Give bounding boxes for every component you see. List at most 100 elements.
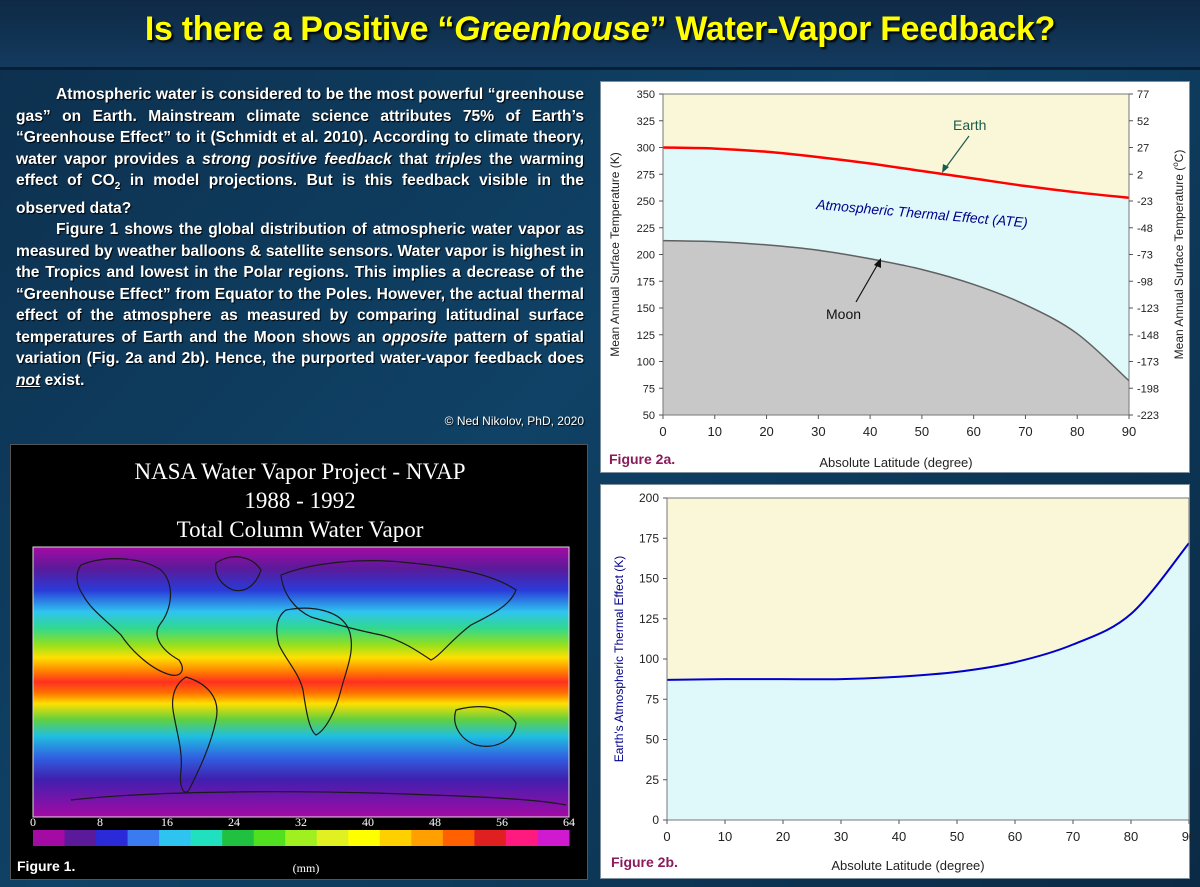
y-axis-label: Earth's Atmospheric Thermal Effect (K) [612,556,626,763]
x-tick-label: 90 [1122,424,1136,439]
y-tick-label: 100 [639,652,659,666]
moon-line [662,239,1130,382]
map-title-line: 1988 - 1992 [244,488,355,513]
x-tick-label: 60 [1008,829,1022,844]
figure-label: Figure 1. [17,858,75,874]
continent-outline [171,676,218,793]
x-tick-label: 50 [950,829,964,844]
x-tick-label: 20 [759,424,773,439]
colorbar-swatch [411,830,444,846]
x-tick-label: 10 [718,829,732,844]
intro-paragraph-1: Atmospheric water is considered to be th… [16,86,584,217]
colorbar-swatch [222,830,255,846]
x-axis-label: Absolute Latitude (degree) [831,858,984,873]
y-tick-label: 125 [637,330,655,342]
y-tick-label: 200 [639,491,659,505]
colorbar-tick-label: 48 [429,815,441,829]
earth-line [662,146,1130,200]
title-bar: Is there a Positive “Greenhouse” Water-V… [0,0,1200,70]
continent-outline [215,556,262,592]
earth-annotation: Earth [953,117,986,133]
x-tick-label: 0 [659,424,666,439]
colorbar-swatch [505,830,538,846]
figure-label: Figure 2a. [609,451,675,467]
figure-1-panel: NASA Water Vapor Project - NVAP 1988 - 19… [10,444,588,880]
figure-1-map: NASA Water Vapor Project - NVAP 1988 - 19… [17,459,575,875]
y-tick-label: 150 [637,303,655,315]
colorbar-swatch [190,830,223,846]
y2-tick-label: -123 [1137,303,1159,315]
y-axis-label: Mean Annual Surface Temperature (K) [608,152,622,357]
x-tick-label: 50 [915,424,929,439]
x-tick-label: 0 [663,829,670,844]
moon-region [663,240,1129,415]
ate-line [666,542,1190,681]
continent-outline [70,791,567,806]
figure-2b-chart: 0 10 20 30 40 50 60 70 80 90 0 25 50 75 100 125 150 175 20… [611,491,1191,873]
page-title: Is there a Positive “Greenhouse” Water-V… [144,10,1056,48]
map-title-line: Total Column Water Vapor [177,517,424,542]
x-tick-label: 90 [1182,829,1191,844]
x-tick-label: 20 [776,829,790,844]
colorbar-tick-label: 64 [563,815,575,829]
colorbar-tick-label: 16 [161,815,173,829]
y-tick-label: 175 [639,531,659,545]
y-tick-label: 100 [637,357,655,369]
moon-arrowhead [874,258,881,268]
y2-tick-label: 27 [1137,143,1149,155]
y2-tick-label: -98 [1137,276,1153,288]
colorbar-swatch [159,830,192,846]
colorbar-swatch [96,830,129,846]
y2-tick-label: 2 [1137,169,1143,181]
y2-axis-label: Mean Annual Surface Temperature (oC) [1171,150,1186,360]
y-tick-label: 175 [637,276,655,288]
figure-label: Figure 2b. [611,854,678,870]
y-tick-label: 25 [646,773,660,787]
intro-paragraph-2: Figure 1 shows the global distribution o… [16,221,584,389]
continent-outline [454,706,517,747]
x-tick-label: 80 [1124,829,1138,844]
y-tick-label: 250 [637,196,655,208]
colorbar-swatch [537,830,570,846]
colorbar-swatch [64,830,97,846]
colorbar-tick-label: 8 [97,815,103,829]
colorbar-tick-label: 24 [228,815,240,829]
figure-2a-panel: 0 10 20 30 40 50 60 70 80 90 50 75 100 125 150 175 200 22… [600,81,1190,473]
y2-tick-label: -173 [1137,357,1159,369]
x-tick-label: 80 [1070,424,1084,439]
moon-arrow [855,261,880,303]
y2-tick-label: -148 [1137,330,1159,342]
colorbar-swatch [33,830,66,846]
intro-text: Atmospheric water is considered to be th… [16,84,584,428]
continent-outline [276,607,352,736]
x-tick-label: 30 [811,424,825,439]
moon-annotation: Moon [826,306,861,322]
y-tick-label: 75 [646,692,660,706]
colorbar-tick-label: 56 [496,815,508,829]
y-tick-label: 325 [637,116,655,128]
x-tick-label: 60 [966,424,980,439]
y-tick-label: 275 [637,169,655,181]
ate-region [667,543,1189,820]
y-tick-label: 225 [637,223,655,235]
colorbar-swatch [474,830,507,846]
y-tick-label: 200 [637,250,655,262]
water-vapor-map [32,546,570,818]
x-axis-label: Absolute Latitude (degree) [819,455,972,470]
colorbar-unit: (mm) [293,861,320,875]
y-tick-label: 350 [637,89,655,101]
y-tick-label: 75 [643,383,655,395]
y2-tick-label: 52 [1137,116,1149,128]
y2-tick-label: -198 [1137,383,1159,395]
colorbar-swatch [127,830,160,846]
continent-outline [280,560,517,661]
copyright-credit: © Ned Nikolov, PhD, 2020 [444,414,584,428]
colorbar-swatch [348,830,381,846]
colorbar-swatch [285,830,318,846]
continent-outline [76,558,183,676]
colorbar-tick-label: 40 [362,815,374,829]
x-tick-label: 10 [708,424,722,439]
figure-2a-chart: 0 10 20 30 40 50 60 70 80 90507510012515017520022… [608,89,1186,470]
colorbar-swatch [253,830,286,846]
x-tick-label: 70 [1066,829,1080,844]
